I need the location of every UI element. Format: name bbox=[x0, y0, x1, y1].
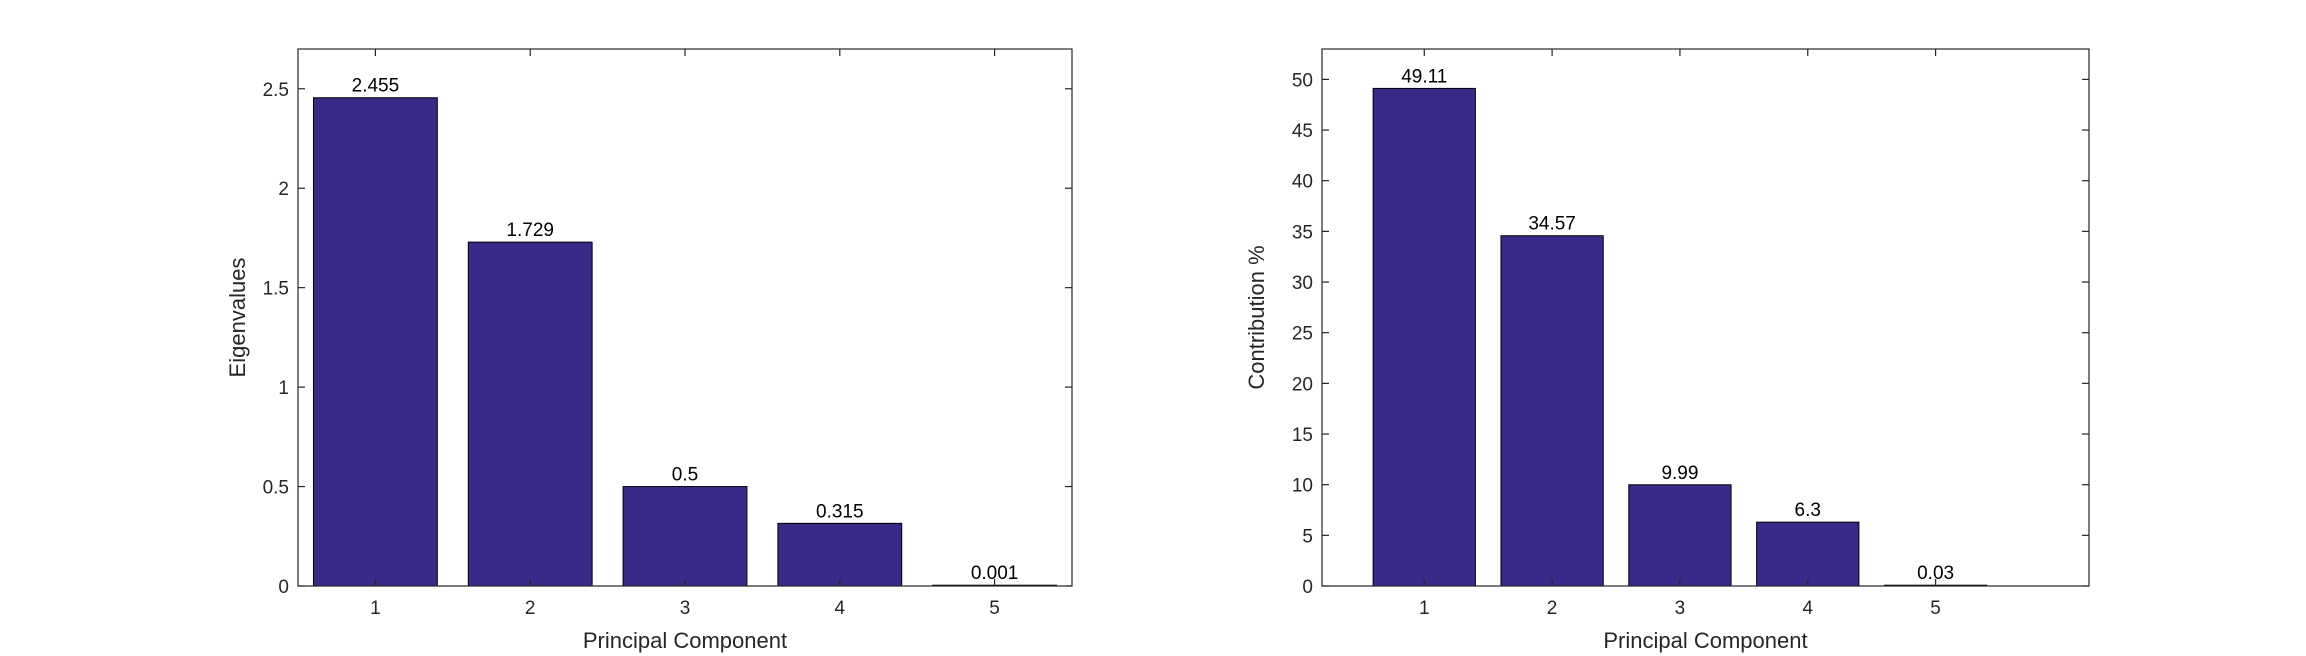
y-tick-label: 15 bbox=[1292, 425, 1313, 446]
y-tick-label: 50 bbox=[1292, 70, 1313, 91]
y-tick-label: 40 bbox=[1292, 172, 1313, 193]
data-label-2: 1.729 bbox=[506, 220, 554, 241]
y-tick-label: 10 bbox=[1292, 476, 1313, 497]
data-label-2: 34.57 bbox=[1528, 214, 1576, 235]
bar-3 bbox=[622, 486, 748, 587]
y-axis-title: Eigenvalues bbox=[225, 258, 250, 378]
data-label-1: 2.455 bbox=[352, 76, 400, 97]
data-label-4: 6.3 bbox=[1795, 500, 1821, 521]
x-axis-title: Principal Component bbox=[583, 628, 787, 653]
bar-1 bbox=[312, 97, 438, 587]
data-label-3: 9.99 bbox=[1661, 463, 1698, 484]
x-tick-label: 5 bbox=[1930, 598, 1941, 619]
y-tick-label: 1 bbox=[278, 378, 289, 399]
axes-box bbox=[1321, 48, 2090, 587]
x-tick-label: 3 bbox=[1675, 598, 1686, 619]
bar-4 bbox=[1756, 521, 1860, 587]
y-tick-label: 2 bbox=[278, 179, 289, 200]
bar-1 bbox=[1372, 87, 1476, 587]
data-label-1: 49.11 bbox=[1401, 66, 1447, 87]
x-tick-label: 1 bbox=[1419, 598, 1430, 619]
y-tick-label: 35 bbox=[1292, 222, 1313, 243]
y-tick-label: 20 bbox=[1292, 374, 1313, 395]
x-tick-label: 1 bbox=[370, 598, 381, 619]
y-tick-label: 25 bbox=[1292, 324, 1313, 345]
x-tick-label: 4 bbox=[1802, 598, 1813, 619]
bar-2 bbox=[1500, 235, 1604, 587]
x-tick-label: 2 bbox=[525, 598, 536, 619]
y-tick-label: 0 bbox=[278, 577, 289, 598]
y-tick-label: 45 bbox=[1292, 121, 1313, 142]
y-tick-label: 5 bbox=[1302, 526, 1313, 547]
bar-2 bbox=[467, 241, 593, 587]
data-label-5: 0.03 bbox=[1917, 563, 1954, 584]
y-tick-label: 2.5 bbox=[263, 80, 289, 101]
x-axis-title: Principal Component bbox=[1603, 628, 1807, 653]
y-axis-title: Contribution % bbox=[1244, 245, 1269, 389]
x-tick-label: 3 bbox=[680, 598, 691, 619]
contribution-chart: 49.1134.579.996.30.030510152025303540455… bbox=[1244, 48, 2090, 653]
x-tick-label: 2 bbox=[1547, 598, 1558, 619]
y-tick-label: 30 bbox=[1292, 273, 1313, 294]
bar-3 bbox=[1628, 484, 1732, 587]
y-tick-label: 0 bbox=[1302, 577, 1313, 598]
y-tick-label: 1.5 bbox=[263, 279, 289, 300]
x-tick-label: 5 bbox=[989, 598, 1000, 619]
data-label-4: 0.315 bbox=[816, 501, 864, 522]
data-label-5: 0.001 bbox=[971, 563, 1019, 584]
bar-4 bbox=[777, 522, 903, 587]
data-label-3: 0.5 bbox=[672, 465, 698, 486]
eigenvalues-chart: 2.455 1.729 0.5 0.315 0.001 0 0.5 1 1.5 2 2.5 1 2 3 4 5… bbox=[225, 48, 1073, 653]
x-tick-label: 4 bbox=[835, 598, 846, 619]
y-tick-label: 0.5 bbox=[263, 478, 289, 499]
